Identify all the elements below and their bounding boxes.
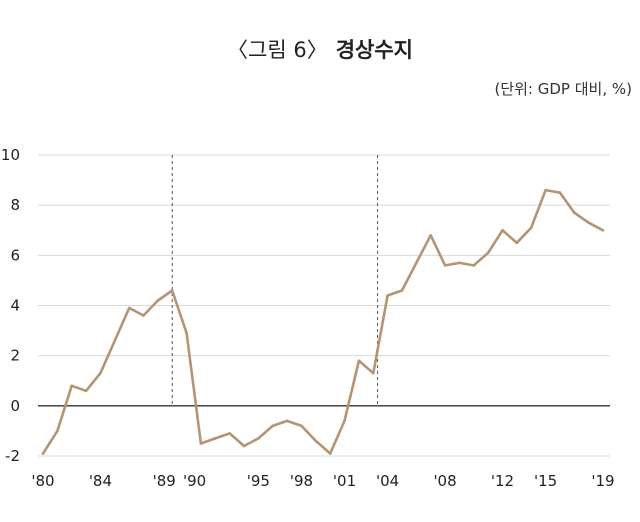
- data-point: [314, 439, 318, 443]
- data-point: [214, 437, 217, 440]
- data-point: [185, 331, 188, 335]
- x-tick-label: '84: [89, 472, 112, 490]
- data-point: [70, 384, 74, 388]
- gridlines: [38, 154, 610, 457]
- figure-number: 〈그림 6〉: [227, 38, 328, 62]
- data-point: [271, 424, 275, 428]
- x-tick-label: '95: [247, 472, 270, 490]
- data-point: [429, 233, 432, 237]
- y-tick-label: 6: [10, 246, 20, 264]
- data-point: [587, 221, 590, 225]
- data-point: [99, 371, 102, 375]
- data-point: [486, 251, 490, 255]
- data-point: [529, 226, 533, 230]
- era-dividers: [171, 155, 379, 406]
- data-point: [56, 429, 59, 433]
- x-tick-label: '98: [290, 472, 313, 490]
- data-point: [156, 299, 160, 302]
- data-point: [544, 188, 547, 192]
- data-point: [127, 306, 131, 310]
- data-point: [142, 314, 145, 317]
- data-point: [84, 389, 88, 393]
- data-point: [415, 261, 418, 265]
- x-tick-label: '15: [534, 472, 557, 490]
- y-axis-ticks: 10 8 6 4 2 0 -2: [1, 146, 20, 465]
- x-axis-ticks: '80 '84 '89 '90 '95 '98 '01 '04 '08 '12 '15 '19: [31, 472, 614, 490]
- series-line: [41, 188, 605, 455]
- data-point: [170, 289, 174, 292]
- x-tick-label: '04: [376, 472, 399, 490]
- data-point: [357, 359, 361, 362]
- data-point: [242, 444, 246, 448]
- data-point: [558, 191, 562, 194]
- data-point: [285, 419, 289, 423]
- data-point: [300, 424, 303, 428]
- x-tick-label: '90: [183, 472, 206, 490]
- data-point: [386, 294, 389, 297]
- x-tick-label: '12: [491, 472, 514, 490]
- data-point: [199, 442, 203, 445]
- data-point: [328, 452, 332, 455]
- data-point: [515, 241, 519, 245]
- data-point: [257, 437, 260, 440]
- unit-label: (단위: GDP 대비, %): [494, 80, 632, 98]
- data-point: [472, 264, 476, 267]
- x-tick-label: '08: [433, 472, 456, 490]
- x-tick-label: '01: [333, 472, 356, 490]
- chart-title: 〈그림 6〉 경상수지: [0, 34, 640, 64]
- data-point: [400, 289, 404, 292]
- y-tick-label: 10: [1, 146, 20, 164]
- series-layer: [41, 188, 605, 455]
- y-tick-label: 4: [10, 297, 20, 315]
- chart-title-text: 경상수지: [335, 38, 413, 62]
- y-tick-label: 2: [10, 347, 20, 365]
- x-tick-label: '19: [591, 472, 614, 490]
- data-point: [443, 264, 447, 267]
- y-tick-label: 8: [10, 196, 20, 214]
- data-point: [458, 261, 461, 265]
- data-point: [113, 339, 117, 342]
- data-point: [601, 228, 605, 232]
- data-point: [572, 211, 576, 214]
- data-point: [228, 432, 231, 435]
- x-tick-label: '80: [31, 472, 54, 490]
- data-point: [41, 452, 45, 455]
- x-tick-label: '89: [153, 472, 176, 490]
- y-tick-label: 0: [10, 397, 20, 415]
- data-point: [501, 228, 504, 232]
- data-point: [343, 419, 346, 423]
- y-tick-label: -2: [5, 447, 20, 465]
- data-point: [371, 371, 375, 375]
